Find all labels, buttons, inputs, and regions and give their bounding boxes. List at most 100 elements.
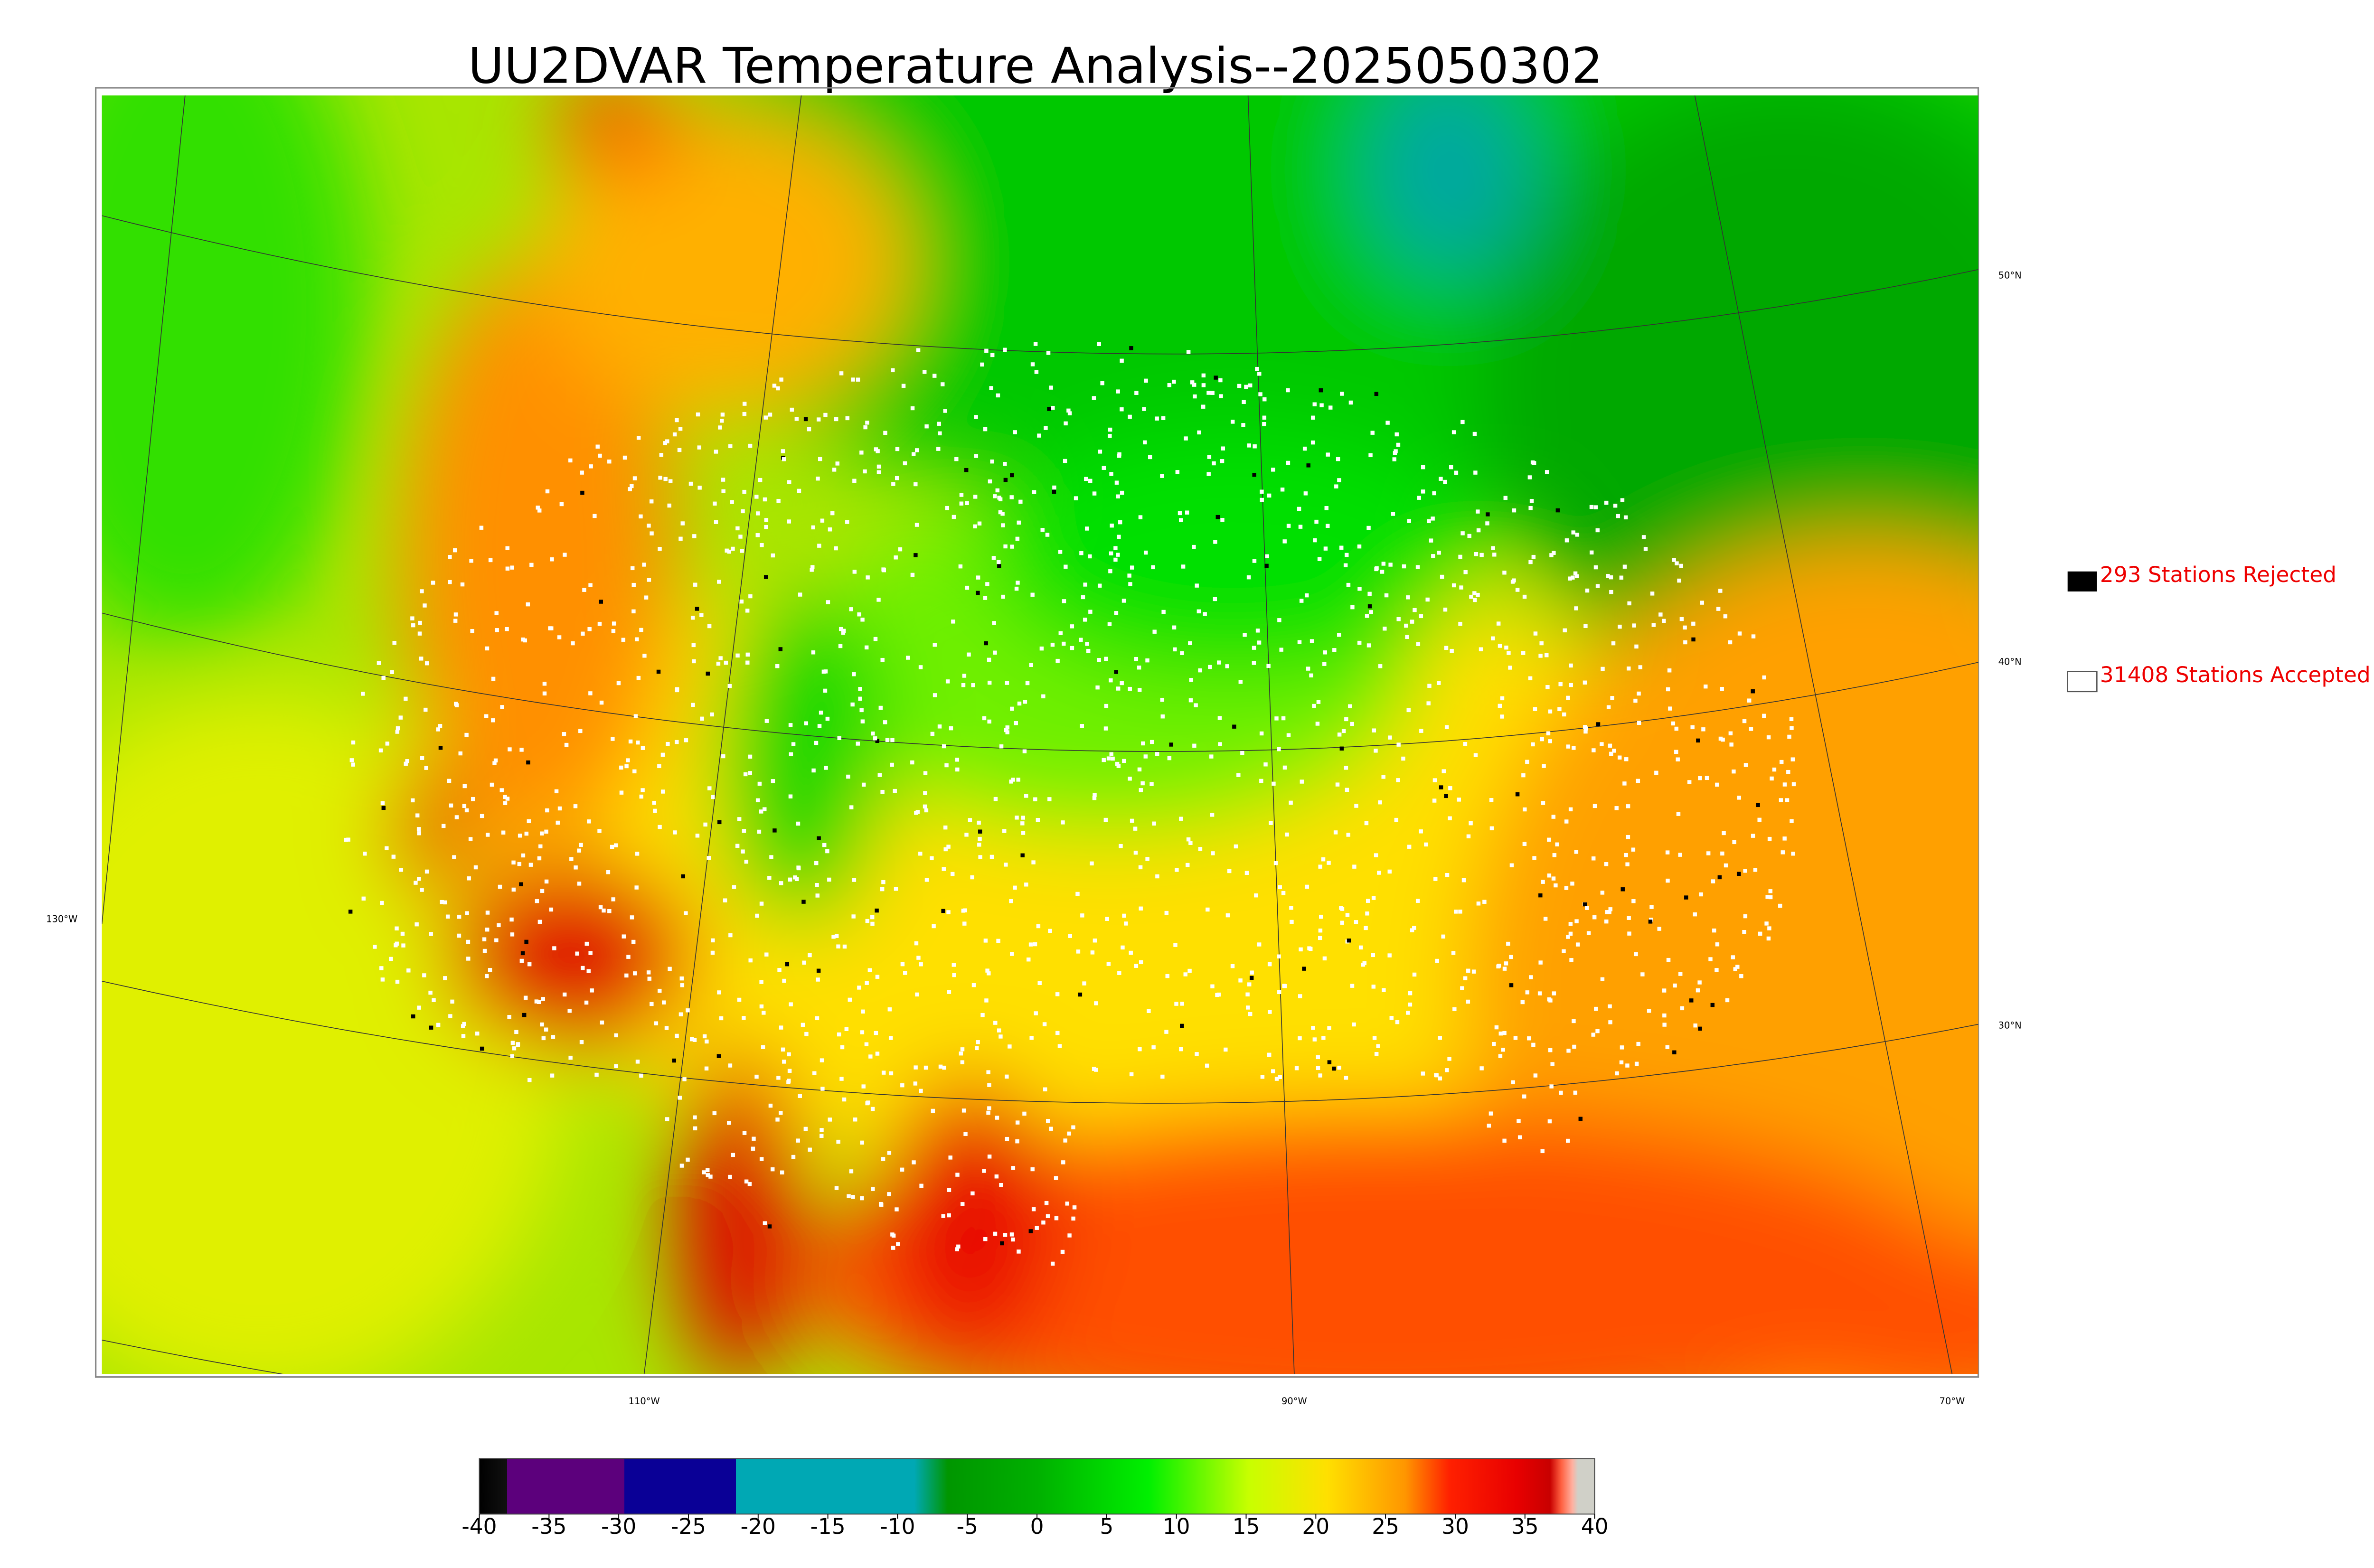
station-marker	[537, 1000, 541, 1005]
station-marker	[1564, 538, 1569, 543]
station-marker	[1294, 1066, 1299, 1070]
station-marker	[1766, 735, 1771, 740]
station-marker	[499, 788, 504, 792]
station-marker	[1517, 1119, 1521, 1123]
station-marker	[1240, 751, 1244, 755]
station-marker	[1023, 699, 1027, 704]
station-marker	[754, 495, 759, 499]
station-marker	[803, 417, 808, 422]
station-marker	[1533, 631, 1538, 636]
station-marker	[1708, 957, 1713, 961]
station-marker	[796, 865, 801, 870]
station-marker	[524, 939, 528, 944]
station-marker	[994, 1174, 999, 1179]
station-marker	[880, 657, 885, 662]
station-marker	[1366, 526, 1371, 530]
station-marker	[589, 464, 593, 469]
station-marker	[1662, 1023, 1667, 1027]
station-marker	[1779, 760, 1784, 764]
station-marker	[1636, 1042, 1640, 1046]
station-marker	[901, 384, 906, 388]
station-marker	[424, 661, 429, 666]
station-marker	[745, 652, 750, 657]
station-marker	[1178, 511, 1182, 516]
station-marker	[846, 774, 850, 779]
station-marker	[494, 611, 499, 615]
station-marker	[1724, 863, 1728, 868]
station-marker	[1624, 853, 1628, 857]
station-marker	[1352, 1022, 1356, 1027]
station-marker	[861, 1084, 866, 1089]
station-marker	[1282, 765, 1287, 770]
station-marker	[636, 436, 641, 440]
station-marker	[914, 811, 918, 815]
station-marker	[964, 468, 969, 472]
legend-swatch	[2067, 671, 2098, 693]
station-marker	[639, 514, 643, 519]
station-marker	[728, 1174, 732, 1179]
station-marker	[1005, 1074, 1009, 1079]
station-marker	[1715, 942, 1720, 947]
station-marker	[1138, 1047, 1142, 1052]
station-marker	[1778, 903, 1782, 908]
station-marker	[1055, 1031, 1060, 1035]
station-marker	[557, 806, 562, 811]
station-marker	[1572, 746, 1576, 750]
station-marker	[845, 416, 849, 421]
station-marker	[1531, 742, 1535, 747]
station-marker	[894, 555, 898, 560]
station-marker	[1562, 949, 1566, 953]
station-marker	[395, 979, 400, 984]
station-marker	[1252, 473, 1256, 477]
colorbar-tick-label: 0	[1030, 1514, 1044, 1539]
station-marker	[646, 970, 651, 975]
station-marker	[1326, 524, 1330, 528]
station-marker	[1319, 388, 1323, 393]
station-marker	[349, 758, 354, 762]
station-marker	[1583, 729, 1588, 734]
station-marker	[348, 910, 353, 914]
station-marker	[948, 1155, 952, 1160]
station-marker	[1500, 714, 1504, 719]
station-marker	[1282, 984, 1286, 988]
station-marker	[1029, 663, 1033, 667]
station-marker	[1054, 1176, 1058, 1180]
station-marker	[449, 803, 453, 807]
station-marker	[485, 911, 490, 915]
station-marker	[1054, 1216, 1059, 1221]
station-marker	[1332, 1066, 1336, 1071]
station-marker	[1339, 746, 1344, 751]
station-marker	[1637, 721, 1641, 725]
station-marker	[537, 920, 542, 924]
station-marker	[1693, 1023, 1697, 1028]
station-marker	[542, 682, 547, 686]
station-marker	[1237, 384, 1242, 388]
station-marker	[895, 1207, 899, 1211]
station-marker	[1368, 453, 1373, 458]
station-marker	[1109, 551, 1113, 555]
station-marker	[1405, 635, 1409, 639]
station-marker	[1262, 397, 1267, 402]
station-marker	[767, 876, 772, 880]
station-marker	[735, 653, 740, 658]
station-marker	[1522, 594, 1527, 599]
station-marker	[1625, 862, 1630, 866]
station-marker	[1374, 853, 1378, 857]
station-marker	[1419, 829, 1423, 834]
station-marker	[906, 656, 910, 660]
station-marker	[1245, 992, 1250, 997]
station-marker	[1596, 722, 1601, 726]
station-marker	[1249, 976, 1254, 980]
station-marker	[660, 752, 665, 757]
station-marker	[624, 764, 629, 769]
station-marker	[1502, 1031, 1507, 1035]
station-marker	[1568, 922, 1573, 926]
station-marker	[1619, 1060, 1624, 1065]
station-marker	[970, 1191, 975, 1196]
station-marker	[1531, 1042, 1536, 1047]
station-marker	[686, 1157, 690, 1162]
station-marker	[1620, 1045, 1624, 1050]
latitude-label: 30°N	[1998, 1020, 2022, 1031]
station-marker	[941, 1214, 945, 1218]
station-marker	[1192, 743, 1196, 748]
